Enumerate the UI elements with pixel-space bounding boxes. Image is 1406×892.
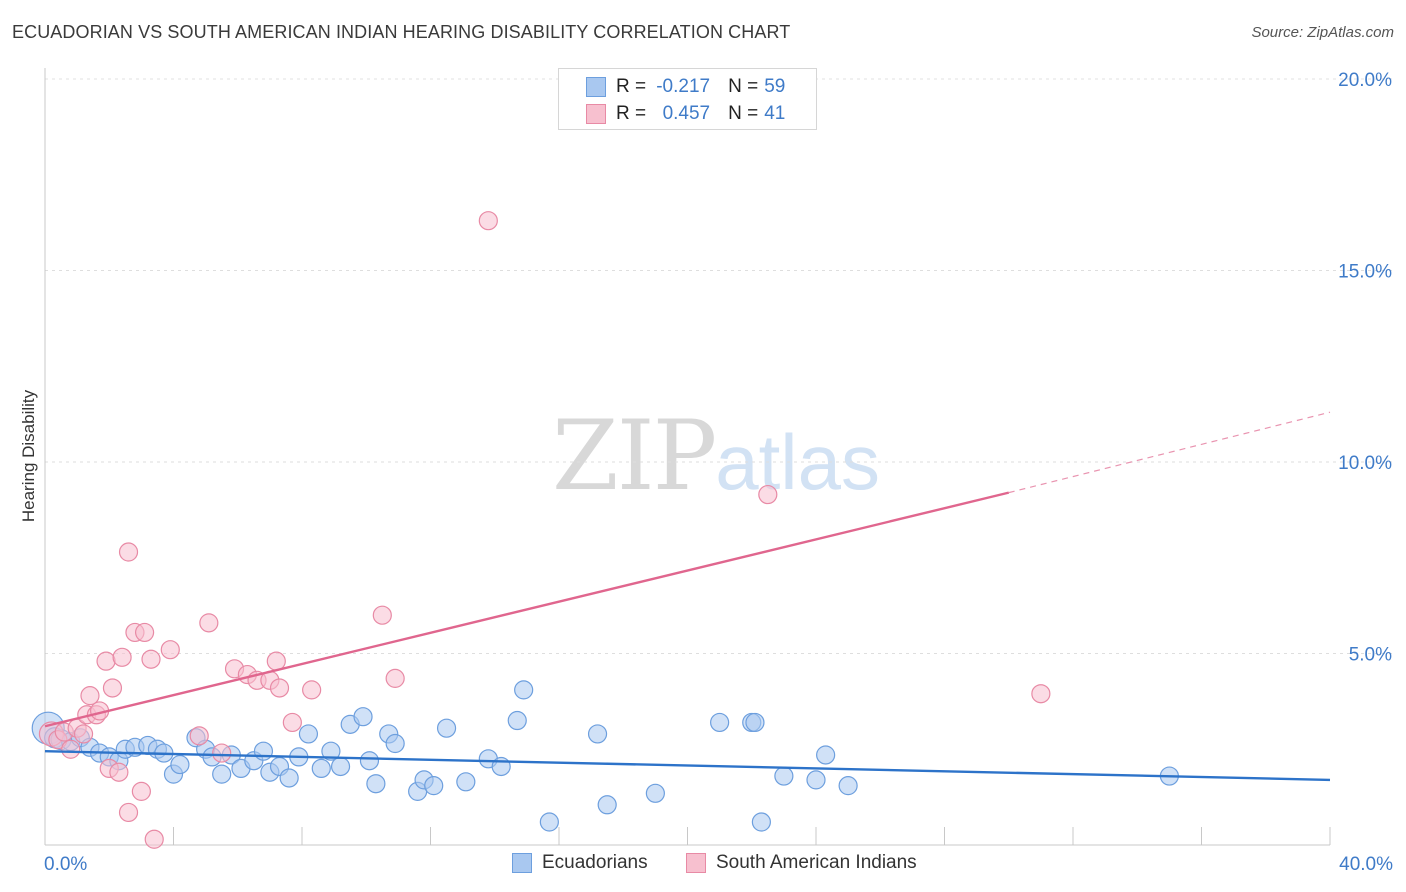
series-south-american-indians [38,211,1051,849]
legend-r-label: R = [616,76,647,97]
x-tick-label-max: 40.0% [1339,854,1393,875]
data-point [478,211,498,231]
data-point [160,640,180,660]
data-point [816,745,836,765]
data-point [507,710,527,731]
legend-n-value: 59 [764,76,786,97]
data-point [170,754,190,775]
x-tick-label-min: 0.0% [44,854,87,875]
series-swatch-south-american-indians [686,853,706,873]
correlation-legend: R = -0.217 N = 59 R = 0.457 N = 41 [558,68,817,130]
data-point [199,613,219,633]
axes [44,68,1331,846]
data-point [269,678,290,698]
data-point [134,622,155,643]
trend-line-south-american-indians [44,491,1010,728]
data-point [456,772,476,792]
y-tick-label: 5.0% [1349,645,1392,666]
data-point [751,812,771,832]
data-point [61,739,81,759]
data-point [321,741,341,761]
series-label-ecuadorians: Ecuadorians [542,852,648,873]
data-point [710,712,730,733]
series-legend-south-american-indians: South American Indians [686,852,917,874]
data-point [131,781,151,801]
legend-n-label: N = [728,103,759,124]
data-point [587,724,608,744]
y-tick-label: 10.0% [1338,453,1392,474]
data-point [118,802,139,823]
data-point [774,766,794,786]
series-legend: Ecuadorians South American Indians [0,852,1406,878]
data-point [645,783,665,803]
series-ecuadorians [31,680,1179,832]
data-point [73,724,94,744]
data-point [102,678,123,698]
data-points [31,211,1179,849]
data-point [253,741,274,761]
grid-lines [45,78,1392,654]
data-point [597,795,617,815]
axis-labels: 5.0% 10.0% 15.0% 20.0% 0.0% 40.0% Hearing Disa… [19,70,1393,875]
data-point [385,668,405,688]
data-point [385,733,405,754]
data-point [366,774,386,794]
data-point [758,484,778,505]
trend-line-extension [1008,411,1331,494]
data-point [424,776,444,796]
legend-n-label: N = [728,76,759,97]
data-point [80,686,100,706]
y-tick-label: 15.0% [1338,262,1392,283]
legend-r-value: -0.217 [656,76,711,97]
series-swatch-ecuadorians [512,853,532,873]
legend-r-label: R = [616,103,647,124]
data-point [311,758,331,779]
y-tick-label: 20.0% [1338,70,1392,91]
data-point [109,762,129,782]
data-point [436,718,457,738]
data-point [302,680,322,700]
data-point [118,542,139,562]
data-point [372,605,392,625]
data-point [330,756,351,777]
trend-lines [44,411,1331,782]
y-axis-label: Hearing Disability [19,389,38,522]
data-point [141,649,161,669]
trend-line-ecuadorians [44,749,1331,782]
series-legend-ecuadorians: Ecuadorians [512,852,648,874]
chart-title: ECUADORIAN VS SOUTH AMERICAN INDIAN HEAR… [12,22,791,42]
legend-n-value: 41 [764,103,786,124]
data-point [514,680,534,700]
data-point [1031,684,1051,704]
data-point [212,764,232,784]
legend-r-value: 0.457 [662,103,711,124]
data-point [189,726,209,746]
data-point [838,776,858,796]
data-point [282,712,302,733]
legend-row-south-american-indians: R = 0.457 N = 41 [586,102,794,126]
data-point [96,651,116,671]
data-point [298,724,319,744]
data-point [539,812,559,832]
legend-swatch-south-american-indians [586,104,606,124]
data-point [745,712,765,733]
chart-source: Source: ZipAtlas.com [1251,24,1394,41]
data-point [212,743,232,763]
data-point [279,768,299,788]
data-point [353,707,373,727]
legend-swatch-ecuadorians [586,77,606,97]
data-point [359,751,380,771]
series-label-south-american-indians: South American Indians [716,852,917,873]
legend-row-ecuadorians: R = -0.217 N = 59 [586,75,794,99]
data-point [144,829,164,849]
data-point [112,647,132,667]
data-point [806,770,826,790]
